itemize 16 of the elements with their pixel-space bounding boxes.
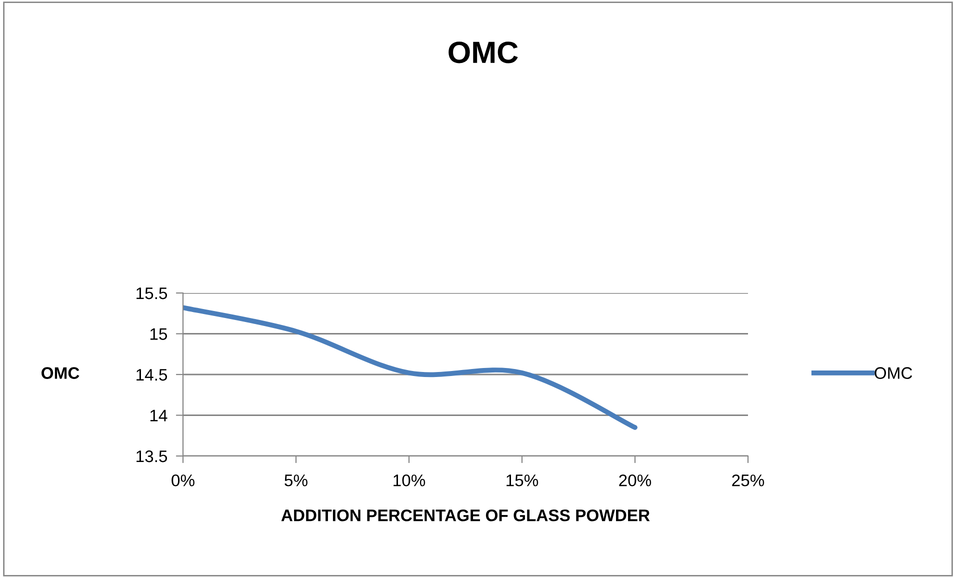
y-tick-label: 14 xyxy=(150,410,168,422)
legend-label: OMC xyxy=(874,367,912,379)
x-tick-label: 5% xyxy=(284,474,308,486)
x-axis-title: ADDITION PERCENTAGE OF GLASS POWDER xyxy=(281,509,650,522)
chart-title: OMC xyxy=(448,42,518,64)
x-tick-label: 0% xyxy=(172,474,194,486)
x-tick-label: 25% xyxy=(732,474,764,486)
y-tick-label: 14.5 xyxy=(136,369,168,381)
y-axis-title: OMC xyxy=(42,367,80,379)
x-tick-label: 10% xyxy=(394,474,426,486)
x-tick-label: 20% xyxy=(619,474,652,486)
line-series xyxy=(183,305,638,430)
y-tick-label: 15.5 xyxy=(136,288,168,300)
y-tick-label: 15 xyxy=(150,328,168,340)
x-tick-label: 15% xyxy=(506,474,538,486)
y-tick-label: 13.5 xyxy=(136,450,168,462)
